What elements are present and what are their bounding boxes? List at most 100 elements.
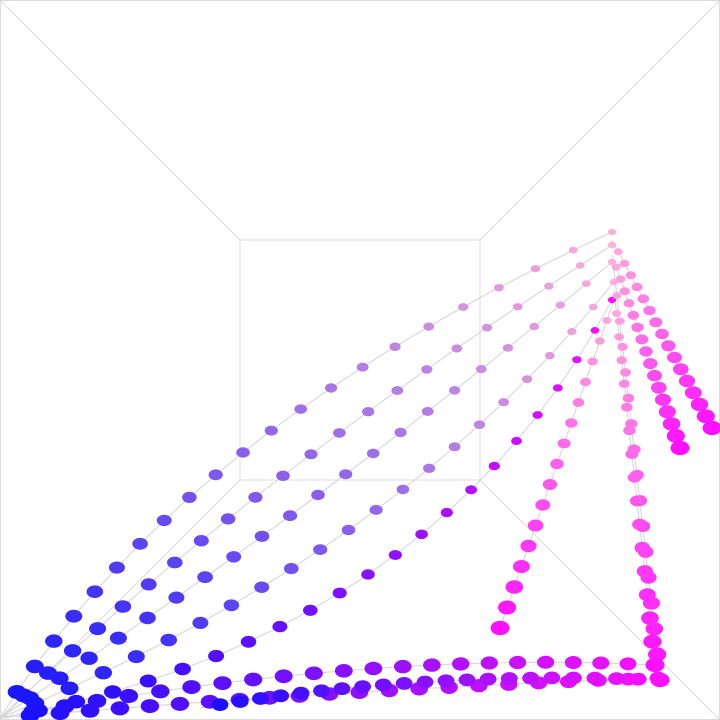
grid-point	[139, 674, 157, 688]
grid-point	[80, 651, 98, 665]
grid-point	[602, 317, 612, 324]
grid-point	[612, 292, 622, 300]
grid-point	[388, 550, 402, 560]
grid-point	[170, 696, 190, 711]
grid-point	[667, 351, 682, 364]
grid-point	[619, 287, 630, 296]
grid-point	[565, 418, 578, 428]
grid-point	[264, 425, 278, 436]
grid-point	[647, 369, 662, 382]
grid-point	[274, 669, 293, 684]
grid-point	[557, 438, 571, 449]
grid-point	[395, 677, 413, 690]
grid-point	[530, 265, 541, 273]
grid-point	[494, 284, 504, 292]
grid-point	[89, 622, 107, 636]
grid-point	[616, 356, 627, 365]
grid-point	[619, 259, 630, 268]
grid-point	[208, 469, 223, 481]
grid-point	[423, 658, 441, 672]
grid-point	[594, 337, 605, 345]
grid-point	[362, 407, 375, 417]
grid-point	[648, 647, 667, 662]
grid-point	[80, 703, 100, 718]
grid-point	[666, 428, 685, 443]
grid-point	[512, 303, 523, 311]
grid-point	[423, 322, 435, 331]
grid-point	[580, 377, 591, 387]
grid-point	[174, 662, 191, 676]
grid-point	[529, 322, 540, 331]
grid-point	[623, 425, 636, 436]
grid-point	[272, 689, 290, 703]
grid-point	[332, 587, 347, 599]
grid-point	[211, 698, 229, 711]
grid-point	[313, 544, 328, 555]
grid-point	[304, 666, 323, 681]
grid-point	[634, 541, 650, 554]
grid-point	[615, 275, 626, 283]
grid-point	[254, 530, 270, 542]
grid-point	[458, 303, 469, 311]
grid-point	[505, 580, 524, 594]
grid-point	[223, 599, 240, 612]
grid-point	[670, 440, 690, 456]
grid-point	[544, 351, 555, 360]
grid-point	[527, 519, 544, 532]
grid-point	[65, 609, 83, 623]
grid-point	[588, 303, 598, 311]
grid-point	[498, 600, 517, 615]
grid-point	[110, 701, 130, 716]
grid-point	[374, 678, 392, 692]
grid-point	[303, 604, 318, 616]
grid-point	[25, 659, 44, 674]
grid-point	[416, 675, 434, 689]
grid-point	[109, 631, 127, 645]
grid-point	[643, 305, 656, 316]
grid-point	[60, 681, 79, 696]
grid-point	[613, 248, 623, 256]
grid-point	[394, 659, 412, 674]
grid-point	[452, 657, 470, 671]
grid-edge	[0, 261, 613, 719]
grid-point	[621, 402, 633, 412]
grid-point	[673, 363, 689, 376]
grid-point	[629, 672, 647, 686]
grid-point	[45, 634, 63, 648]
grid-point	[520, 539, 537, 553]
grid-point	[167, 556, 183, 569]
grid-point	[140, 578, 157, 591]
grid-point	[50, 671, 69, 685]
grid-point	[197, 571, 213, 584]
grid-point	[449, 386, 461, 395]
grid-point	[608, 672, 625, 685]
grid-point	[473, 420, 486, 430]
grid-point	[394, 427, 407, 438]
grid-point	[614, 333, 624, 341]
grid-point	[696, 409, 715, 424]
grid-point	[661, 340, 676, 352]
grid-point	[276, 470, 290, 481]
grid-point	[636, 565, 653, 578]
grid-point	[156, 514, 172, 527]
grid-point	[617, 342, 628, 351]
grid-point	[625, 449, 639, 460]
grid-point	[182, 491, 197, 503]
grid-point	[587, 357, 598, 366]
grid-point	[182, 680, 201, 695]
grid-point	[86, 585, 104, 598]
grid-point	[567, 328, 577, 336]
grid-point	[325, 383, 338, 393]
grid-point	[475, 365, 487, 374]
grid-point	[127, 650, 145, 664]
grid-point	[607, 258, 617, 266]
grid-point	[627, 310, 640, 320]
grid-point	[208, 649, 225, 663]
grid-point	[304, 449, 318, 460]
grid-point	[629, 495, 645, 507]
grid-point	[641, 611, 659, 625]
grid-point	[220, 513, 236, 525]
grid-point	[684, 386, 702, 400]
grid-point	[581, 280, 591, 287]
